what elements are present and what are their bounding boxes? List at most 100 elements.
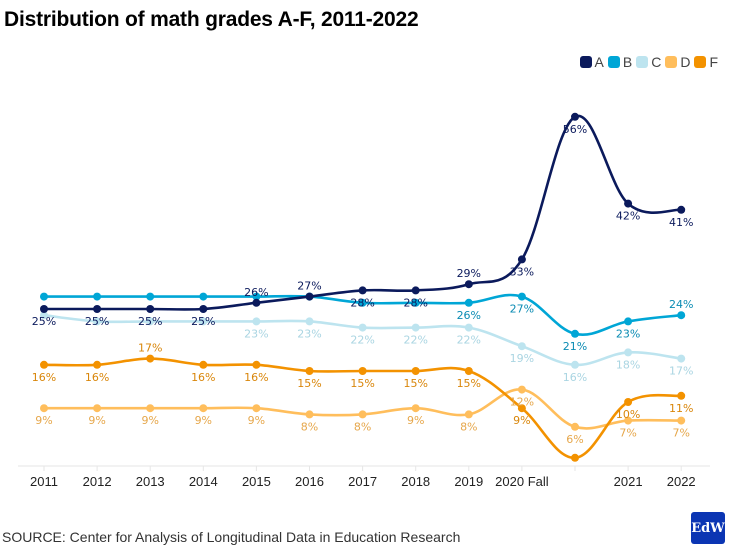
data-point-a[interactable] xyxy=(358,286,367,295)
data-point-d[interactable] xyxy=(571,422,579,431)
data-point-b[interactable] xyxy=(677,311,686,320)
data-label-f: 15% xyxy=(297,377,321,390)
data-label-d: 12% xyxy=(510,396,534,409)
data-point-f[interactable] xyxy=(305,367,314,375)
data-point-f[interactable] xyxy=(411,367,420,375)
data-point-f[interactable] xyxy=(146,354,155,363)
data-point-c[interactable] xyxy=(252,317,261,326)
data-point-f[interactable] xyxy=(252,360,261,369)
data-point-d[interactable] xyxy=(677,416,686,425)
data-point-d[interactable] xyxy=(305,410,314,419)
legend-item-c[interactable]: C xyxy=(636,54,661,70)
data-point-c[interactable] xyxy=(305,317,314,326)
data-point-b[interactable] xyxy=(517,292,526,301)
data-labels-group: 9% 9% 9% 9% 9% 8% 8% 9% 8% 12% 6% 7% 7% 23% 23% 22% 22% 2… xyxy=(32,123,694,446)
data-point-a[interactable] xyxy=(464,280,473,289)
data-label-f: 15% xyxy=(457,377,481,390)
data-point-a[interactable] xyxy=(411,286,420,295)
legend-swatch xyxy=(665,56,678,68)
x-tick-label: 2013 xyxy=(136,474,165,489)
data-point-a[interactable] xyxy=(146,305,155,313)
x-tick-label: 2014 xyxy=(189,474,218,489)
legend-item-b[interactable]: B xyxy=(607,54,632,70)
data-point-a[interactable] xyxy=(677,205,686,214)
data-point-f[interactable] xyxy=(464,367,473,375)
legend-swatch xyxy=(694,56,707,68)
data-point-d[interactable] xyxy=(252,404,261,413)
data-point-f[interactable] xyxy=(571,453,579,462)
data-point-a[interactable] xyxy=(199,305,208,313)
data-point-c[interactable] xyxy=(624,348,633,357)
data-point-a[interactable] xyxy=(305,292,314,301)
data-point-a[interactable] xyxy=(40,305,48,313)
data-point-c[interactable] xyxy=(146,317,155,326)
x-tick-label: 2018 xyxy=(401,474,430,489)
data-point-c[interactable] xyxy=(517,342,526,351)
x-tick-label: 2021 xyxy=(614,474,643,489)
data-point-a[interactable] xyxy=(571,112,579,121)
data-point-c[interactable] xyxy=(464,323,473,332)
legend-item-f[interactable]: F xyxy=(694,54,718,70)
data-point-c[interactable] xyxy=(199,317,208,326)
data-point-d[interactable] xyxy=(40,404,48,413)
data-point-b[interactable] xyxy=(40,292,48,301)
data-point-f[interactable] xyxy=(358,367,367,375)
data-label-f: 15% xyxy=(403,377,427,390)
data-label-a: 26% xyxy=(244,286,268,299)
data-label-f: 16% xyxy=(85,371,109,384)
data-point-d[interactable] xyxy=(358,410,367,419)
data-point-b[interactable] xyxy=(358,298,367,307)
data-point-d[interactable] xyxy=(93,404,102,413)
data-label-a: 33% xyxy=(510,265,534,278)
data-point-f[interactable] xyxy=(40,360,48,369)
data-label-d: 9% xyxy=(195,414,212,427)
x-tick-label: 2011 xyxy=(30,474,58,489)
data-label-a: 27% xyxy=(297,280,321,293)
data-label-c: 19% xyxy=(510,352,534,365)
data-label-f: 9% xyxy=(513,414,530,427)
data-point-c[interactable] xyxy=(677,354,686,363)
legend-item-d[interactable]: D xyxy=(665,54,690,70)
series-line-a xyxy=(42,114,683,311)
data-point-a[interactable] xyxy=(252,298,261,307)
data-point-d[interactable] xyxy=(517,385,526,394)
data-label-a: 28% xyxy=(350,296,374,309)
data-point-c[interactable] xyxy=(571,360,579,369)
chart-title: Distribution of math grades A-F, 2011-20… xyxy=(4,8,419,31)
data-label-f: 16% xyxy=(191,371,215,384)
data-point-d[interactable] xyxy=(411,404,420,413)
data-point-b[interactable] xyxy=(199,292,208,301)
data-point-c[interactable] xyxy=(358,323,367,332)
data-point-b[interactable] xyxy=(624,317,633,326)
data-point-d[interactable] xyxy=(146,404,155,413)
data-point-f[interactable] xyxy=(624,398,633,406)
data-point-f[interactable] xyxy=(93,360,102,369)
data-point-d[interactable] xyxy=(624,416,633,425)
data-point-f[interactable] xyxy=(517,404,526,413)
data-point-a[interactable] xyxy=(517,255,526,264)
data-point-b[interactable] xyxy=(252,292,261,301)
data-point-c[interactable] xyxy=(93,317,102,326)
data-label-d: 7% xyxy=(672,427,689,440)
data-point-b[interactable] xyxy=(411,298,420,307)
data-point-a[interactable] xyxy=(624,199,633,208)
edweek-logo[interactable]: EdW xyxy=(691,512,725,544)
data-label-a: 25% xyxy=(85,315,109,328)
data-point-b[interactable] xyxy=(571,329,579,338)
data-point-d[interactable] xyxy=(464,410,473,419)
data-point-f[interactable] xyxy=(677,391,686,400)
line-chart: 2011 2012 2013 2014 2015 2016 2017 2018 2019 2020… xyxy=(18,112,710,489)
data-point-a[interactable] xyxy=(93,305,102,313)
data-label-f: 17% xyxy=(138,342,162,355)
data-point-f[interactable] xyxy=(199,360,208,369)
data-point-d[interactable] xyxy=(199,404,208,413)
data-point-c[interactable] xyxy=(411,323,420,332)
data-point-c[interactable] xyxy=(40,311,48,320)
data-point-b[interactable] xyxy=(146,292,155,301)
legend-swatch xyxy=(579,56,592,68)
legend-item-a[interactable]: A xyxy=(579,54,604,70)
data-label-c: 23% xyxy=(244,327,268,340)
data-point-b[interactable] xyxy=(464,298,473,307)
data-point-b[interactable] xyxy=(93,292,102,301)
